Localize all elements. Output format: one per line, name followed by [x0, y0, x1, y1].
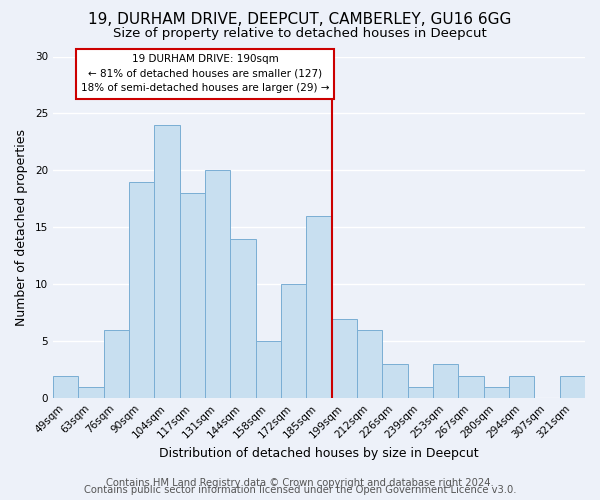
Bar [332, 318, 357, 398]
Text: Contains HM Land Registry data © Crown copyright and database right 2024.: Contains HM Land Registry data © Crown c… [106, 478, 494, 488]
Bar [281, 284, 307, 399]
Bar [154, 125, 180, 398]
Text: Contains public sector information licensed under the Open Government Licence v3: Contains public sector information licen… [84, 485, 516, 495]
Bar [357, 330, 382, 398]
Bar [458, 376, 484, 398]
Text: 19 DURHAM DRIVE: 190sqm
← 81% of detached houses are smaller (127)
18% of semi-d: 19 DURHAM DRIVE: 190sqm ← 81% of detache… [81, 54, 329, 94]
Bar [433, 364, 458, 398]
Bar [205, 170, 230, 398]
Bar [129, 182, 154, 398]
Bar [407, 387, 433, 398]
Bar [230, 239, 256, 398]
Bar [256, 342, 281, 398]
Text: Size of property relative to detached houses in Deepcut: Size of property relative to detached ho… [113, 28, 487, 40]
Bar [560, 376, 585, 398]
Y-axis label: Number of detached properties: Number of detached properties [15, 129, 28, 326]
Bar [53, 376, 79, 398]
Bar [79, 387, 104, 398]
Bar [180, 193, 205, 398]
Bar [509, 376, 535, 398]
Bar [104, 330, 129, 398]
X-axis label: Distribution of detached houses by size in Deepcut: Distribution of detached houses by size … [159, 447, 479, 460]
Text: 19, DURHAM DRIVE, DEEPCUT, CAMBERLEY, GU16 6GG: 19, DURHAM DRIVE, DEEPCUT, CAMBERLEY, GU… [88, 12, 512, 28]
Bar [307, 216, 332, 398]
Bar [484, 387, 509, 398]
Bar [382, 364, 407, 398]
